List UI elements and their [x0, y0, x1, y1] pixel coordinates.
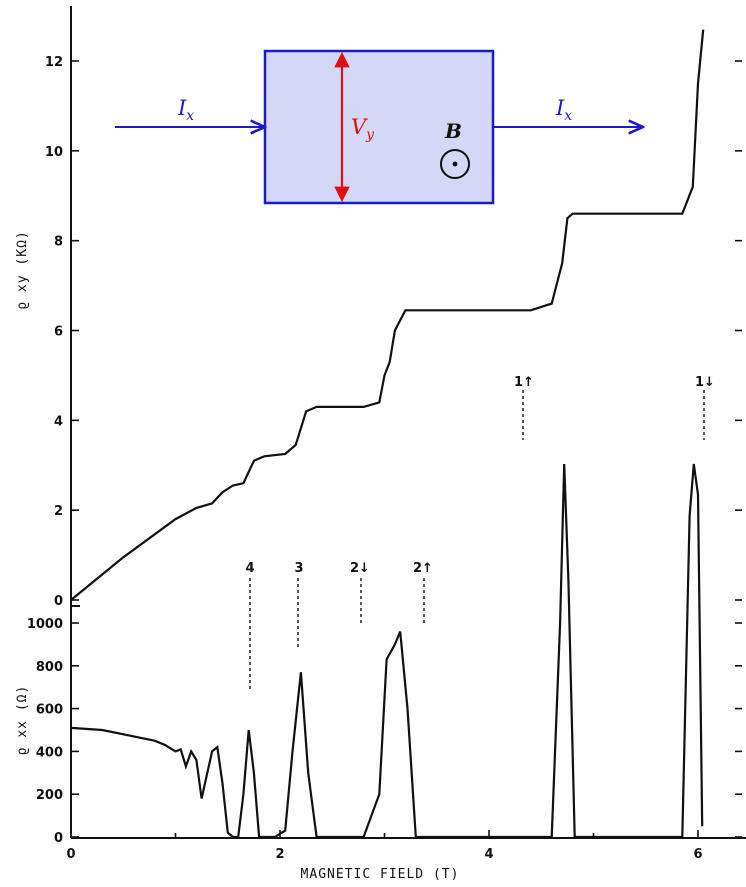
- rho-xy-tick-label-8: 8: [54, 235, 63, 250]
- label-2down: 2↓: [350, 561, 370, 576]
- label-2up: 2↑: [413, 561, 433, 576]
- label-1down: 1↓: [695, 375, 715, 390]
- hall-bar-inset: Ix Ix Vy B: [115, 49, 643, 205]
- rho-xx-tick-label-200: 200: [36, 788, 63, 803]
- label-3: 3: [294, 561, 303, 576]
- voltage-label: Vy: [351, 115, 375, 143]
- rho-xy-tick-label-4: 4: [54, 414, 63, 429]
- x-tick-label-4: 4: [484, 847, 493, 862]
- x-axis-title: MAGNETIC FIELD (T): [301, 867, 460, 882]
- rho-xy-ticks: 0 2 4 6 8 10 12: [45, 55, 742, 609]
- rho-xx-tick-label-0: 0: [54, 831, 63, 846]
- rho-xx-tick-label-600: 600: [36, 703, 63, 718]
- field-out-of-page-icon: [440, 149, 470, 179]
- rho-xx-tick-label-1000: 1000: [27, 617, 63, 632]
- rho-xx-axis-title: ϱ xx (Ω): [15, 685, 30, 756]
- rho-xy-tick-label-0: 0: [54, 594, 63, 609]
- x-tick-label-0: 0: [66, 847, 75, 862]
- rho-xx-tick-label-400: 400: [36, 745, 63, 760]
- x-tick-label-2: 2: [275, 847, 284, 862]
- label-1up: 1↑: [514, 375, 534, 390]
- field-label: B: [444, 119, 462, 143]
- x-tick-label-6: 6: [693, 847, 702, 862]
- rho-xy-trace: [70, 29, 705, 601]
- x-axis-ticks: 0 2 4 6: [66, 830, 703, 862]
- rho-xx-trace: [70, 463, 704, 839]
- landau-labels: 4 3 2↓ 2↑ 1↑ 1↓: [245, 375, 715, 576]
- landau-markers: [249, 390, 705, 692]
- rho-xy-panel: 0 2 4 6 8 10 12 ϱ xy (KΩ): [15, 29, 742, 609]
- rho-xy-tick-label-2: 2: [54, 504, 63, 519]
- current-left-label: Ix: [177, 96, 194, 124]
- current-right-label: Ix: [555, 96, 572, 124]
- rho-xy-axis-title: ϱ xy (KΩ): [15, 230, 30, 309]
- rho-xx-tick-label-800: 800: [36, 660, 63, 675]
- rho-xy-tick-label-6: 6: [54, 325, 63, 340]
- rho-xy-tick-label-12: 12: [45, 55, 63, 70]
- rho-xy-tick-label-10: 10: [45, 145, 63, 160]
- label-4: 4: [245, 561, 254, 576]
- rho-xx-panel: 0 200 400 600 800 1000 ϱ xx (Ω): [15, 463, 742, 846]
- rho-xx-ticks: 0 200 400 600 800 1000: [27, 617, 742, 846]
